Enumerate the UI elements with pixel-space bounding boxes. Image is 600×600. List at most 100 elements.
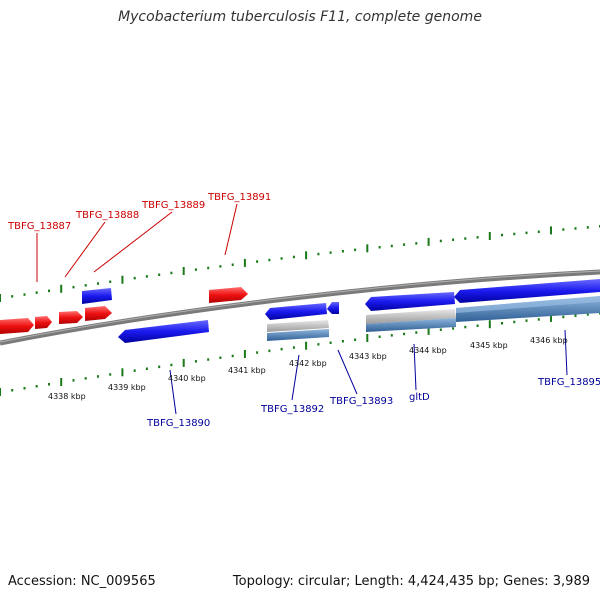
minor-tick	[72, 379, 75, 382]
minor-tick	[48, 289, 50, 293]
minor-tick	[378, 335, 381, 338]
minor-tick	[97, 375, 99, 378]
minor-tick	[537, 230, 540, 233]
minor-tick	[207, 358, 210, 361]
minor-tick	[219, 356, 222, 359]
major-tick	[121, 368, 124, 377]
kbp-label: 4344 kbp	[409, 346, 447, 355]
minor-tick	[23, 387, 26, 390]
minor-tick	[586, 226, 589, 229]
minor-tick	[35, 385, 38, 388]
gene-label-tbfg-13889[interactable]: TBFG_13889	[141, 200, 205, 211]
minor-tick	[513, 320, 516, 324]
major-tick	[550, 313, 552, 322]
minor-tick	[280, 257, 283, 260]
minor-tick	[501, 233, 503, 237]
gene-arrow-forward[interactable]	[35, 316, 52, 329]
genome-backbone	[0, 269, 600, 346]
gene-arrow-reverse[interactable]	[365, 292, 455, 311]
minor-tick	[562, 228, 565, 231]
gene-label-tbfg-13891[interactable]: TBFG_13891	[207, 192, 271, 203]
major-tick	[121, 275, 124, 284]
minor-tick	[280, 347, 283, 351]
major-tick	[182, 358, 185, 367]
kbp-label: 4340 kbp	[168, 374, 206, 383]
major-tick	[60, 284, 63, 293]
gene-arrow-reverse[interactable]	[265, 303, 327, 320]
steel-feature-highlight	[456, 296, 600, 313]
kbp-scale-labels: 4338 kbp 4339 kbp 4340 kbp 4341 kbp 4342…	[48, 336, 568, 401]
minor-tick	[464, 325, 467, 329]
kbp-label: 4341 kbp	[228, 366, 266, 375]
minor-tick	[109, 280, 112, 283]
major-tick	[0, 388, 1, 396]
minor-tick	[341, 250, 344, 253]
major-tick	[0, 294, 1, 302]
minor-tick	[562, 315, 565, 319]
steel-feature[interactable]	[267, 329, 329, 341]
gene-arrow-reverse[interactable]	[454, 279, 600, 303]
minor-tick	[439, 328, 442, 331]
gene-arrow-reverse[interactable]	[118, 320, 209, 343]
minor-tick	[256, 260, 259, 263]
minor-tick	[403, 332, 406, 336]
kbp-label: 4345 kbp	[470, 341, 508, 350]
genome-backbone-highlight	[0, 270, 600, 343]
minor-tick	[158, 273, 161, 276]
gray-feature[interactable]	[267, 320, 329, 332]
steel-feature[interactable]	[366, 318, 456, 332]
minor-tick	[452, 327, 455, 330]
minor-tick	[329, 251, 332, 254]
minor-tick	[354, 248, 357, 252]
minor-tick	[341, 340, 344, 343]
gene-arrow-reverse[interactable]	[82, 288, 112, 304]
minor-tick	[354, 338, 357, 341]
genome-summary-text: Topology: circular; Length: 4,424,435 bp…	[232, 574, 590, 589]
gene-arrow-forward[interactable]	[209, 287, 248, 303]
minor-tick	[256, 351, 259, 354]
minor-tick	[476, 324, 479, 327]
minor-tick	[378, 246, 381, 249]
minor-tick	[158, 365, 161, 369]
gene-arrow-forward[interactable]	[85, 306, 112, 321]
minor-tick	[317, 343, 320, 346]
minor-tick	[415, 242, 418, 245]
gene-label-tbfg-13888[interactable]: TBFG_13888	[75, 210, 139, 221]
minor-tick	[35, 291, 38, 294]
minor-tick	[48, 383, 50, 386]
gene-label-tbfg-13892[interactable]: TBFG_13892	[260, 404, 324, 415]
major-tick	[243, 350, 246, 358]
gene-arrow-forward[interactable]	[0, 318, 34, 334]
minor-tick	[170, 363, 173, 367]
gray-feature[interactable]	[366, 309, 456, 324]
minor-tick	[452, 238, 455, 241]
major-tick	[427, 326, 430, 335]
minor-tick	[329, 341, 332, 344]
kbp-label: 4339 kbp	[108, 383, 146, 392]
kbp-label: 4343 kbp	[349, 352, 387, 361]
minor-tick	[219, 265, 222, 268]
gene-label-tbfg-13887[interactable]: TBFG_13887	[7, 221, 71, 232]
major-tick	[182, 267, 185, 275]
gene-label-gltd[interactable]: gltD	[409, 392, 430, 403]
kbp-label: 4342 kbp	[289, 359, 327, 368]
gene-arrow-reverse[interactable]	[327, 302, 339, 314]
minor-tick	[170, 271, 173, 275]
minor-tick	[501, 322, 503, 325]
gene-arrow-forward[interactable]	[59, 311, 83, 324]
major-tick	[366, 334, 369, 342]
reverse-gene-labels	[169, 329, 568, 415]
gene-label-tbfg-13890[interactable]: TBFG_13890	[146, 418, 210, 429]
minor-tick	[476, 236, 479, 239]
minor-tick	[525, 319, 528, 322]
minor-tick	[11, 389, 14, 392]
minor-tick	[513, 232, 516, 236]
gene-label-tbfg-13893[interactable]: TBFG_13893	[329, 396, 393, 407]
minor-tick	[574, 227, 577, 230]
accession-text: Accession: NC_009565	[8, 574, 156, 589]
gene-label-tbfg-13895[interactable]: TBFG_13895	[537, 377, 600, 388]
kbp-label: 4346 kbp	[530, 336, 568, 345]
reverse-gene-track	[82, 279, 600, 343]
major-tick	[488, 320, 491, 329]
